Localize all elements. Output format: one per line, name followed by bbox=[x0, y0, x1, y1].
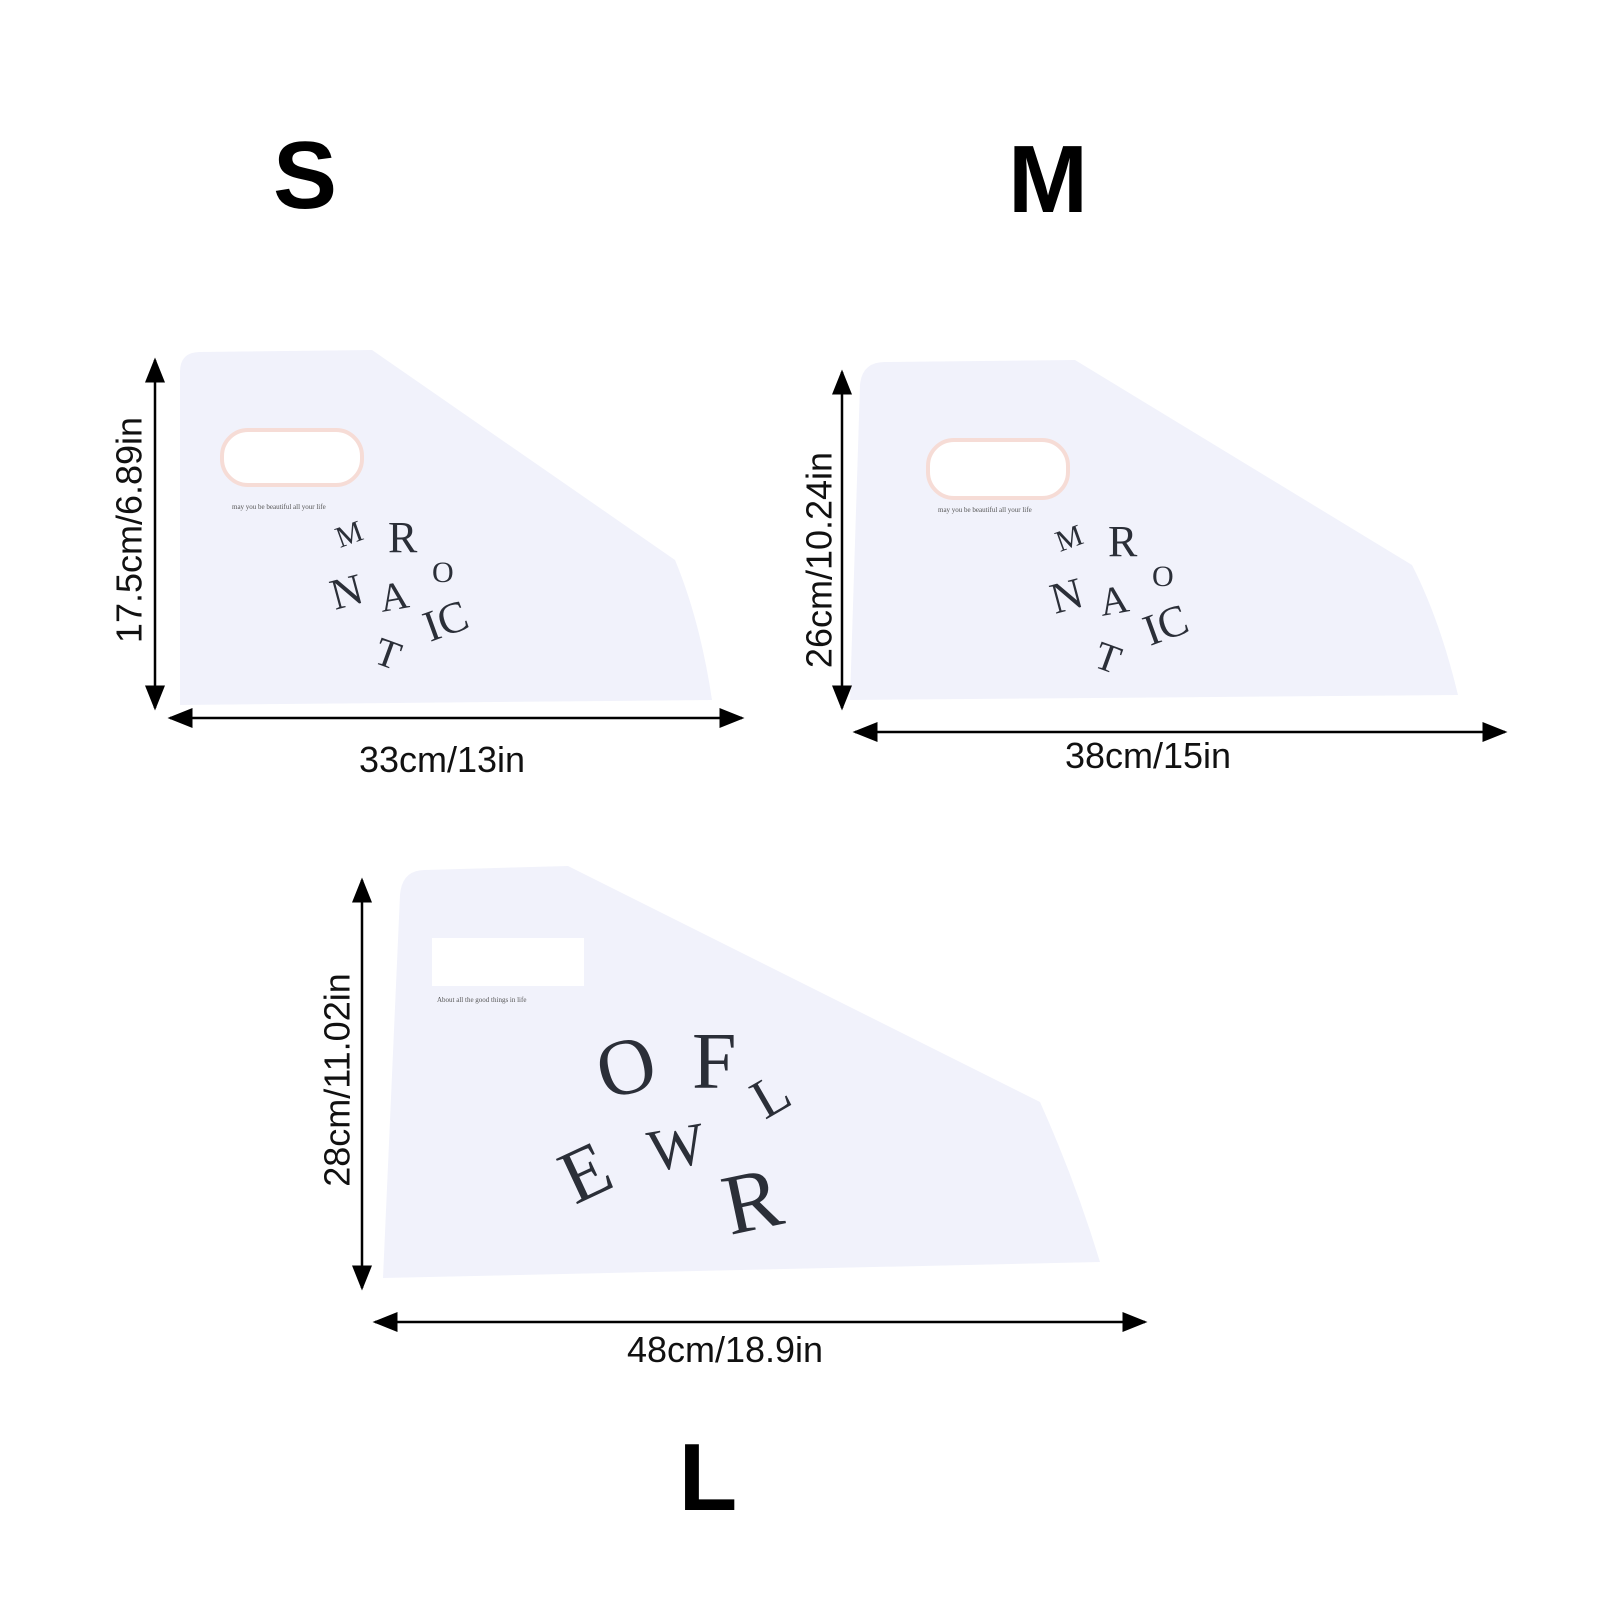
size-label-m: M bbox=[1008, 126, 1088, 233]
svg-text:O: O bbox=[1152, 560, 1174, 593]
handle-hole bbox=[220, 428, 364, 487]
bag-tagline: may you be beautiful all your life bbox=[938, 506, 1032, 514]
svg-text:F: F bbox=[692, 1018, 737, 1106]
svg-text:R: R bbox=[388, 513, 418, 562]
bag-large: About all the good things in life O F L … bbox=[383, 866, 1100, 1278]
width-label-m: 38cm/15in bbox=[1065, 735, 1231, 776]
svg-text:O: O bbox=[432, 556, 454, 589]
handle-hole bbox=[432, 938, 584, 986]
bag-tagline: About all the good things in life bbox=[437, 996, 526, 1004]
height-label-m: 26cm/10.24in bbox=[799, 452, 840, 668]
bag-tagline: may you be beautiful all your life bbox=[232, 503, 326, 511]
svg-text:R: R bbox=[1108, 517, 1138, 566]
width-label-s: 33cm/13in bbox=[359, 739, 525, 780]
width-label-l: 48cm/18.9in bbox=[627, 1329, 823, 1370]
size-label-s: S bbox=[273, 122, 337, 229]
bag-small: may you be beautiful all your life M R O… bbox=[180, 350, 712, 705]
size-label-l: L bbox=[679, 1424, 738, 1531]
bag-medium: may you be beautiful all your life M R O… bbox=[850, 360, 1458, 700]
handle-hole bbox=[926, 438, 1070, 500]
height-label-l: 28cm/11.02in bbox=[317, 973, 358, 1186]
svg-text:W: W bbox=[643, 1110, 711, 1185]
height-label-s: 17.5cm/6.89in bbox=[109, 417, 150, 643]
